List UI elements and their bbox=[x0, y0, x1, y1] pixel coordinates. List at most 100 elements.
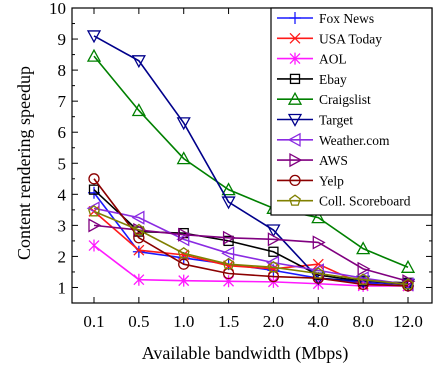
legend-marker bbox=[289, 153, 303, 168]
legend-label: Fox News bbox=[319, 11, 374, 26]
x-tick-label: 8.0 bbox=[353, 312, 374, 331]
series-line-yelp bbox=[93, 178, 409, 287]
data-point-yelp bbox=[178, 258, 190, 270]
legend-item-craigslist: Craigslist bbox=[277, 91, 371, 107]
data-point-craigslist bbox=[86, 48, 102, 62]
data-point-yelp bbox=[88, 173, 100, 185]
legend-item-aws: AWS bbox=[277, 153, 348, 168]
data-point-coll-scoreboard bbox=[402, 278, 414, 290]
data-point-aws bbox=[357, 261, 371, 276]
legend-item-weather-com: Weather.com bbox=[277, 132, 390, 148]
data-point-aol bbox=[88, 239, 100, 252]
data-point-coll-scoreboard bbox=[357, 273, 370, 285]
data-point-weather-com bbox=[221, 246, 235, 261]
data-point-usa-today bbox=[133, 244, 145, 256]
legend-marker bbox=[289, 52, 301, 65]
y-tick-label: 7 bbox=[58, 92, 67, 111]
legend-marker bbox=[289, 194, 301, 206]
legend-marker bbox=[287, 132, 301, 147]
data-point-ebay bbox=[88, 184, 100, 195]
data-point-craigslist bbox=[356, 241, 371, 255]
data-point-aol bbox=[178, 274, 190, 287]
data-point-aws bbox=[88, 218, 102, 233]
legend-marker bbox=[289, 174, 301, 187]
legend-item-yelp: Yelp bbox=[277, 173, 344, 188]
data-point-weather-com bbox=[131, 210, 145, 225]
x-tick-label: 1.0 bbox=[173, 312, 194, 331]
x-tick-label: 1.5 bbox=[218, 312, 239, 331]
legend-label: Weather.com bbox=[319, 133, 390, 148]
data-point-weather-com bbox=[86, 201, 100, 216]
series-line-aol bbox=[93, 244, 408, 287]
y-tick-label: 5 bbox=[58, 154, 67, 173]
data-point-coll-scoreboard bbox=[88, 205, 100, 217]
legend-label: Ebay bbox=[319, 72, 347, 87]
data-point-weather-com bbox=[266, 255, 280, 270]
data-point-yelp bbox=[402, 280, 414, 292]
y-tick-label: 4 bbox=[58, 185, 67, 204]
axes: 1 2 3 4 5 6 7 8 9 10 0.1 0.5 1.0 1.5 2.0 4.0 8.0 12.0 bbox=[49, 0, 433, 331]
data-point-craigslist bbox=[221, 182, 236, 196]
legend-item-aol: AOL bbox=[277, 52, 347, 67]
legend-label: AOL bbox=[319, 52, 347, 67]
data-point-aws bbox=[312, 235, 326, 250]
y-tick-label: 2 bbox=[58, 247, 67, 266]
legend-marker bbox=[289, 73, 301, 85]
legend: Fox News USA Today AOL Ebay Craigslist Target… bbox=[270, 7, 433, 216]
legend-marker bbox=[287, 91, 303, 105]
series-coll-scoreboard bbox=[88, 205, 414, 290]
x-tick-label: 12.0 bbox=[393, 312, 423, 331]
data-point-target bbox=[176, 117, 191, 131]
y-tick-label: 10 bbox=[49, 0, 66, 18]
legend-label: Coll. Scoreboard bbox=[319, 194, 411, 209]
data-point-aws bbox=[178, 227, 192, 242]
x-axis-title: Available bandwidth (Mbps) bbox=[142, 343, 349, 364]
legend-item-coll-scoreboard: Coll. Scoreboard bbox=[277, 194, 411, 209]
data-point-target bbox=[356, 275, 371, 289]
data-point-aws bbox=[222, 230, 236, 245]
data-point-weather-com bbox=[176, 232, 190, 247]
data-point-coll-scoreboard bbox=[267, 260, 280, 273]
series-line-craigslist bbox=[93, 55, 409, 269]
legend-item-usa-today: USA Today bbox=[277, 31, 382, 46]
series-craigslist bbox=[86, 48, 416, 273]
x-tick-label: 0.5 bbox=[128, 312, 149, 331]
y-tick-label: 6 bbox=[58, 123, 67, 142]
legend-label: Craigslist bbox=[319, 92, 371, 107]
series-line-coll-scoreboard bbox=[93, 210, 409, 286]
data-point-target bbox=[131, 55, 146, 69]
data-point-craigslist bbox=[311, 210, 326, 224]
data-point-coll-scoreboard bbox=[222, 257, 235, 270]
legend-label: Target bbox=[319, 113, 353, 128]
data-point-craigslist bbox=[400, 259, 416, 273]
data-point-target bbox=[266, 224, 281, 238]
data-point-aol bbox=[133, 273, 145, 286]
x-tick-label: 2.0 bbox=[263, 312, 284, 331]
data-point-coll-scoreboard bbox=[312, 267, 325, 279]
data-point-coll-scoreboard bbox=[132, 223, 145, 236]
legend-marker bbox=[287, 113, 303, 127]
data-point-fox-news bbox=[132, 245, 145, 258]
y-tick-label: 9 bbox=[58, 30, 67, 49]
data-point-coll-scoreboard bbox=[177, 246, 190, 259]
data-point-ebay bbox=[268, 246, 279, 257]
data-point-usa-today bbox=[312, 258, 324, 270]
data-point-target bbox=[221, 196, 236, 210]
legend-label: USA Today bbox=[319, 31, 382, 46]
legend-item-fox-news: Fox News bbox=[277, 11, 374, 26]
data-point-yelp bbox=[133, 232, 145, 244]
legend-marker bbox=[289, 12, 301, 24]
x-tick-label: 0.1 bbox=[83, 312, 104, 331]
data-point-target bbox=[86, 30, 102, 44]
series-yelp bbox=[88, 173, 414, 292]
data-point-craigslist bbox=[131, 103, 146, 117]
y-axis-title: Content rendering speedup bbox=[14, 66, 34, 260]
y-tick-label: 3 bbox=[58, 216, 67, 235]
series-layer bbox=[86, 30, 416, 292]
y-tick-label: 8 bbox=[58, 61, 67, 80]
series-line-target bbox=[93, 35, 409, 286]
series-line-weather-com bbox=[93, 207, 409, 286]
data-point-aws bbox=[402, 274, 416, 289]
legend-marker bbox=[289, 32, 301, 44]
